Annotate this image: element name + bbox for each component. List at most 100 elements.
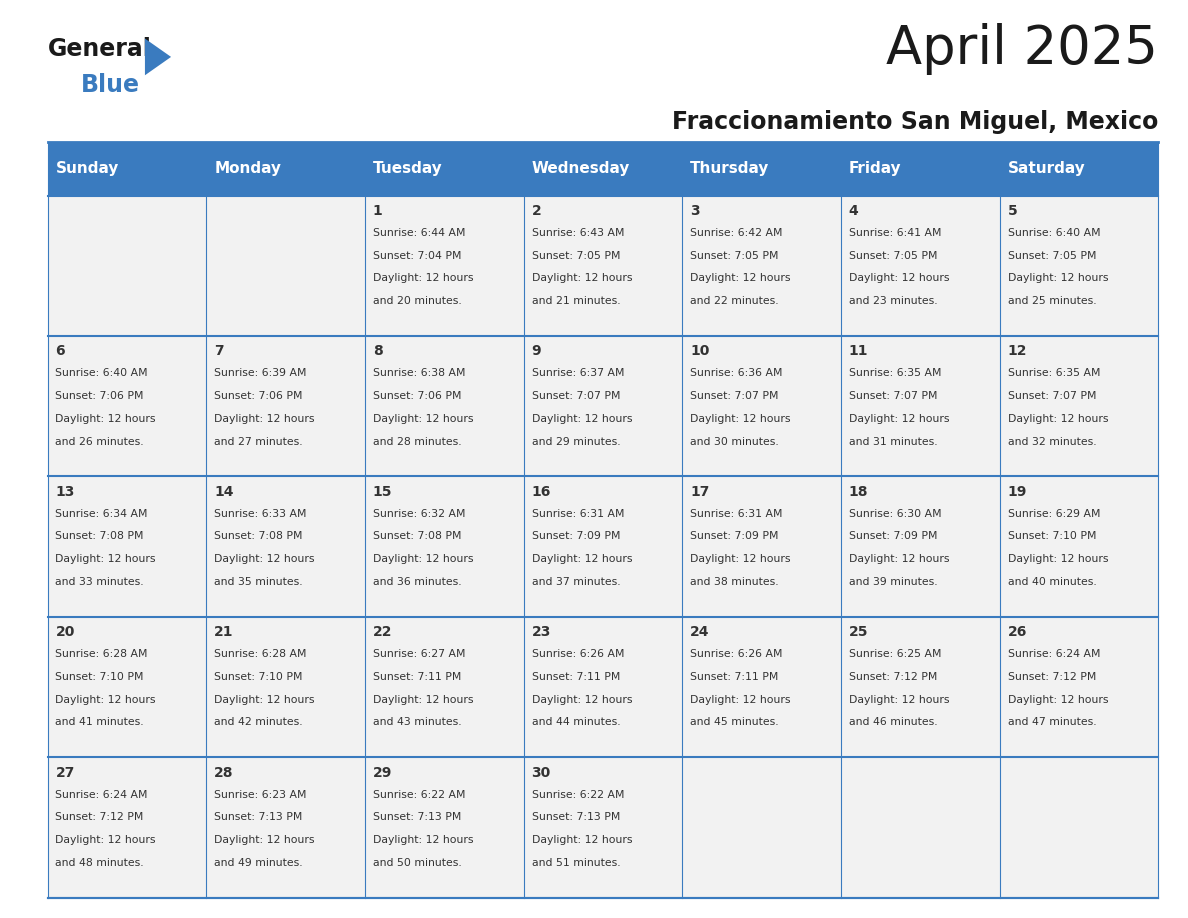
Text: Daylight: 12 hours: Daylight: 12 hours	[1007, 554, 1108, 565]
Text: Sunrise: 6:44 AM: Sunrise: 6:44 AM	[373, 228, 466, 238]
Bar	[207, 476, 365, 617]
Bar	[207, 757, 365, 898]
Text: 25: 25	[849, 625, 868, 639]
Text: 15: 15	[373, 485, 392, 498]
Bar	[841, 142, 999, 196]
Text: Daylight: 12 hours: Daylight: 12 hours	[214, 414, 315, 424]
Text: Sunrise: 6:24 AM: Sunrise: 6:24 AM	[56, 789, 148, 800]
Text: Daylight: 12 hours: Daylight: 12 hours	[690, 414, 791, 424]
Bar	[48, 617, 207, 757]
Text: Sunset: 7:13 PM: Sunset: 7:13 PM	[531, 812, 620, 823]
Text: Sunset: 7:10 PM: Sunset: 7:10 PM	[1007, 532, 1097, 542]
Text: Sunrise: 6:22 AM: Sunrise: 6:22 AM	[373, 789, 466, 800]
Text: and 25 minutes.: and 25 minutes.	[1007, 297, 1097, 306]
Text: Sunrise: 6:31 AM: Sunrise: 6:31 AM	[531, 509, 624, 519]
Text: and 32 minutes.: and 32 minutes.	[1007, 437, 1097, 446]
Text: Sunrise: 6:24 AM: Sunrise: 6:24 AM	[1007, 649, 1100, 659]
Text: 23: 23	[531, 625, 551, 639]
Text: Sunrise: 6:35 AM: Sunrise: 6:35 AM	[849, 368, 941, 378]
Bar	[682, 336, 841, 476]
Bar	[841, 336, 999, 476]
Bar	[524, 142, 682, 196]
Text: 29: 29	[373, 766, 392, 779]
Text: Fraccionamiento San Miguel, Mexico: Fraccionamiento San Miguel, Mexico	[672, 110, 1158, 134]
Text: 7: 7	[214, 344, 223, 358]
Bar	[207, 142, 365, 196]
Bar	[841, 617, 999, 757]
Bar	[999, 196, 1158, 336]
Text: Sunday: Sunday	[56, 162, 119, 176]
Text: Sunset: 7:06 PM: Sunset: 7:06 PM	[56, 391, 144, 401]
Bar	[841, 757, 999, 898]
Text: 12: 12	[1007, 344, 1028, 358]
Text: Sunset: 7:08 PM: Sunset: 7:08 PM	[214, 532, 303, 542]
Text: Friday: Friday	[849, 162, 902, 176]
Bar	[207, 617, 365, 757]
Text: and 49 minutes.: and 49 minutes.	[214, 858, 303, 868]
Text: and 21 minutes.: and 21 minutes.	[531, 297, 620, 306]
Text: Daylight: 12 hours: Daylight: 12 hours	[56, 554, 156, 565]
Text: Tuesday: Tuesday	[373, 162, 443, 176]
Text: Daylight: 12 hours: Daylight: 12 hours	[373, 695, 473, 705]
Text: Sunrise: 6:23 AM: Sunrise: 6:23 AM	[214, 789, 307, 800]
Text: Sunset: 7:12 PM: Sunset: 7:12 PM	[1007, 672, 1095, 682]
Text: Daylight: 12 hours: Daylight: 12 hours	[531, 554, 632, 565]
Text: Daylight: 12 hours: Daylight: 12 hours	[373, 274, 473, 284]
Text: 2: 2	[531, 204, 542, 218]
Text: and 31 minutes.: and 31 minutes.	[849, 437, 937, 446]
Text: 14: 14	[214, 485, 234, 498]
Text: Daylight: 12 hours: Daylight: 12 hours	[1007, 414, 1108, 424]
Text: and 40 minutes.: and 40 minutes.	[1007, 577, 1097, 587]
Bar	[999, 142, 1158, 196]
Text: 1: 1	[373, 204, 383, 218]
Text: Monday: Monday	[214, 162, 282, 176]
Text: and 41 minutes.: and 41 minutes.	[56, 718, 144, 727]
Text: Sunrise: 6:27 AM: Sunrise: 6:27 AM	[373, 649, 466, 659]
Text: Daylight: 12 hours: Daylight: 12 hours	[849, 695, 949, 705]
Text: Daylight: 12 hours: Daylight: 12 hours	[849, 554, 949, 565]
Text: Sunrise: 6:43 AM: Sunrise: 6:43 AM	[531, 228, 624, 238]
Text: 22: 22	[373, 625, 392, 639]
Text: and 23 minutes.: and 23 minutes.	[849, 297, 937, 306]
Text: 11: 11	[849, 344, 868, 358]
Text: Daylight: 12 hours: Daylight: 12 hours	[214, 554, 315, 565]
Bar	[365, 476, 524, 617]
Text: 6: 6	[56, 344, 65, 358]
Text: Sunset: 7:08 PM: Sunset: 7:08 PM	[56, 532, 144, 542]
Text: and 36 minutes.: and 36 minutes.	[373, 577, 461, 587]
Text: Sunset: 7:06 PM: Sunset: 7:06 PM	[214, 391, 303, 401]
Text: Sunrise: 6:35 AM: Sunrise: 6:35 AM	[1007, 368, 1100, 378]
Text: 13: 13	[56, 485, 75, 498]
Bar	[365, 336, 524, 476]
Bar	[841, 476, 999, 617]
Text: Sunrise: 6:30 AM: Sunrise: 6:30 AM	[849, 509, 942, 519]
Text: Sunrise: 6:28 AM: Sunrise: 6:28 AM	[56, 649, 148, 659]
Text: and 38 minutes.: and 38 minutes.	[690, 577, 779, 587]
Text: Daylight: 12 hours: Daylight: 12 hours	[690, 554, 791, 565]
Text: Sunset: 7:04 PM: Sunset: 7:04 PM	[373, 251, 461, 261]
Text: 19: 19	[1007, 485, 1026, 498]
Bar	[207, 336, 365, 476]
Text: and 50 minutes.: and 50 minutes.	[373, 858, 462, 868]
Text: Daylight: 12 hours: Daylight: 12 hours	[56, 695, 156, 705]
Text: and 45 minutes.: and 45 minutes.	[690, 718, 779, 727]
Bar	[365, 142, 524, 196]
Text: Daylight: 12 hours: Daylight: 12 hours	[1007, 274, 1108, 284]
Text: Daylight: 12 hours: Daylight: 12 hours	[373, 835, 473, 845]
Text: Blue: Blue	[81, 73, 140, 97]
Bar	[365, 757, 524, 898]
Text: Daylight: 12 hours: Daylight: 12 hours	[531, 695, 632, 705]
Bar	[524, 336, 682, 476]
Text: and 39 minutes.: and 39 minutes.	[849, 577, 937, 587]
Text: Sunset: 7:13 PM: Sunset: 7:13 PM	[373, 812, 461, 823]
Text: 26: 26	[1007, 625, 1026, 639]
Bar	[682, 196, 841, 336]
Text: Sunset: 7:11 PM: Sunset: 7:11 PM	[531, 672, 620, 682]
Text: Sunset: 7:05 PM: Sunset: 7:05 PM	[531, 251, 620, 261]
Text: Daylight: 12 hours: Daylight: 12 hours	[531, 274, 632, 284]
Text: Sunrise: 6:31 AM: Sunrise: 6:31 AM	[690, 509, 783, 519]
Text: Sunset: 7:11 PM: Sunset: 7:11 PM	[690, 672, 778, 682]
Text: Daylight: 12 hours: Daylight: 12 hours	[690, 274, 791, 284]
Polygon shape	[145, 39, 171, 75]
Text: 21: 21	[214, 625, 234, 639]
